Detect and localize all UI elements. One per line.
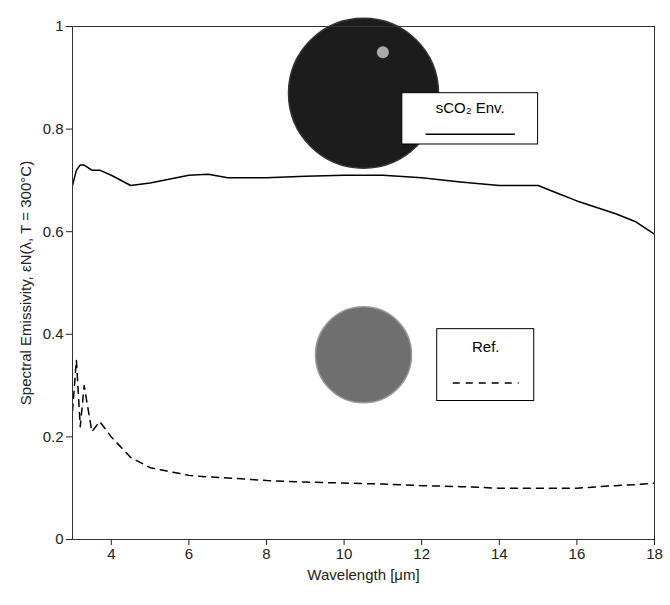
svg-text:12: 12 [413,545,430,562]
svg-text:0.4: 0.4 [43,325,64,342]
svg-text:1: 1 [55,17,63,34]
svg-text:16: 16 [569,545,586,562]
svg-text:14: 14 [491,545,508,562]
svg-text:0.8: 0.8 [43,120,64,137]
svg-text:8: 8 [262,545,270,562]
svg-text:Spectral Emissivity, εN(λ, T =: Spectral Emissivity, εN(λ, T = 300°C) [17,161,34,405]
svg-text:sCO₂ Env.: sCO₂ Env. [436,99,505,116]
svg-text:10: 10 [336,545,353,562]
svg-text:0.6: 0.6 [43,223,64,240]
svg-text:0: 0 [55,530,63,547]
svg-text:Ref.: Ref. [472,338,500,355]
svg-text:4: 4 [107,545,115,562]
svg-text:18: 18 [646,545,663,562]
svg-text:0.2: 0.2 [43,428,64,445]
svg-text:6: 6 [185,545,193,562]
svg-text:Wavelength [μm]: Wavelength [μm] [307,566,419,583]
